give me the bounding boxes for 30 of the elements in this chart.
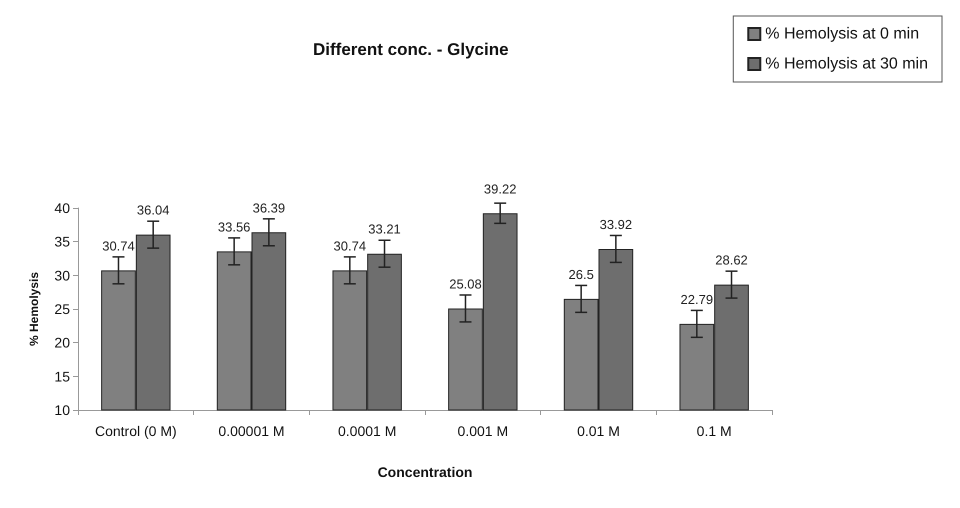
y-axis-title: % Hemolysis [27, 272, 41, 346]
y-tick-label: 30 [54, 267, 70, 284]
data-label: 33.21 [368, 222, 401, 237]
y-tick-label: 25 [54, 301, 70, 317]
y-tick-label: 20 [54, 334, 70, 351]
data-label: 33.56 [218, 219, 250, 234]
x-tick-label: 0.0001 M [338, 423, 396, 439]
data-label: 26.5 [568, 266, 594, 282]
legend-label: % Hemolysis at 0 min [765, 26, 920, 42]
data-label: 30.74 [102, 238, 135, 254]
x-tick-label: 0.01 M [577, 423, 620, 439]
data-label: 36.39 [252, 200, 286, 216]
data-label: 28.62 [715, 252, 748, 268]
data-label: 33.92 [600, 216, 632, 232]
y-tick-label: 10 [54, 402, 70, 418]
x-axis-title: Concentration [378, 464, 472, 480]
y-tick-label: 15 [54, 368, 70, 384]
x-tick-label: Control (0 M) [94, 423, 177, 439]
x-tick-label: 0.00001 M [218, 423, 285, 439]
x-tick-label: 0.1 M [696, 423, 732, 439]
legend-label: % Hemolysis at 30 min [765, 56, 928, 72]
y-tick-label: 35 [54, 234, 70, 250]
data-label: 39.22 [484, 181, 516, 196]
y-tick-label: 40 [54, 200, 70, 216]
chart-title: Different conc. - Glycine [313, 40, 509, 59]
data-label: 25.08 [449, 276, 482, 292]
data-label: 22.79 [680, 292, 714, 307]
data-label: 36.04 [136, 202, 170, 218]
data-label: 30.74 [334, 238, 366, 254]
x-tick-label: 0.001 M [458, 423, 508, 439]
